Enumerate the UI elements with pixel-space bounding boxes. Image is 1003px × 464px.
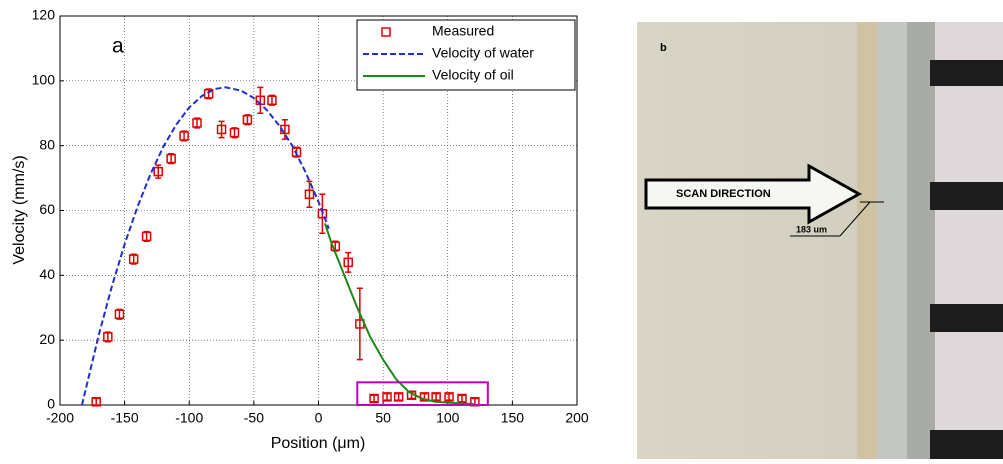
- error-bar: [194, 117, 201, 129]
- error-bar: [446, 392, 453, 401]
- y-tick-label: 100: [32, 72, 56, 88]
- highlight-box: [356, 381, 489, 406]
- legend-label: Measured: [432, 23, 494, 39]
- error-bar: [244, 114, 251, 126]
- error-bar: [306, 180, 313, 209]
- scan-arrow: [644, 163, 863, 225]
- plot-frame: [59, 15, 578, 406]
- marker: [304, 189, 315, 200]
- marker: [229, 127, 240, 138]
- scale-strip: [935, 22, 1003, 459]
- y-tick-label: 60: [39, 201, 55, 217]
- error-bar: [395, 392, 402, 401]
- curve: [324, 223, 474, 406]
- channel-edge: [907, 22, 935, 459]
- measurement-label: 183 um: [796, 224, 827, 234]
- x-tick-label: -50: [244, 410, 264, 426]
- x-tick-label: 100: [436, 410, 460, 426]
- marker: [382, 392, 392, 402]
- marker: [128, 254, 139, 264]
- error-bar: [268, 94, 275, 106]
- error-bar: [93, 397, 100, 406]
- channel-wall: [877, 22, 907, 459]
- error-bar: [371, 394, 378, 403]
- photo: b SCAN DIRECTION 183 um: [637, 22, 1003, 459]
- measure-leader: [839, 201, 871, 237]
- marker: [192, 118, 202, 128]
- error-bar: [345, 251, 352, 273]
- marker: [91, 397, 101, 407]
- legend-label: Velocity of water: [432, 45, 534, 61]
- error-bar: [181, 130, 188, 142]
- marker: [267, 95, 277, 106]
- panel-label: a: [112, 35, 124, 58]
- error-bar: [231, 127, 238, 139]
- y-tick-label: 40: [39, 266, 55, 282]
- x-tick-label: 150: [501, 410, 525, 426]
- marker: [166, 153, 176, 164]
- error-bar: [218, 120, 225, 139]
- oil-layer: [857, 22, 877, 459]
- marker: [343, 257, 353, 268]
- error-bar: [384, 392, 391, 401]
- error-bar: [458, 394, 465, 403]
- error-bar: [257, 86, 264, 114]
- error-bar: [143, 230, 150, 243]
- y-tick-label: 0: [47, 396, 55, 412]
- legend-marker: [381, 27, 391, 37]
- arrow-text: SCAN DIRECTION: [676, 188, 771, 200]
- x-tick-label: -200: [46, 410, 74, 426]
- marker: [444, 392, 454, 402]
- scale-marks: [930, 60, 1003, 459]
- marker: [242, 114, 253, 125]
- marker: [153, 166, 163, 177]
- marker: [369, 393, 379, 404]
- y-axis-label: Velocity (mm/s): [11, 155, 28, 264]
- marker: [393, 392, 404, 402]
- x-tick-label: -100: [175, 410, 203, 426]
- marker: [203, 89, 214, 99]
- y-tick-label: 120: [32, 7, 56, 23]
- error-bar: [433, 392, 440, 401]
- error-bar: [104, 331, 111, 343]
- panel-label: b: [660, 42, 667, 54]
- x-tick-label: 50: [375, 410, 391, 426]
- y-tick-label: 20: [39, 331, 55, 347]
- error-bar: [130, 253, 137, 265]
- marker: [103, 332, 113, 342]
- error-bar: [356, 287, 363, 361]
- x-tick-label: -150: [111, 410, 139, 426]
- error-bar: [205, 88, 212, 100]
- error-bar: [116, 308, 123, 320]
- x-tick-label: 0: [315, 410, 323, 426]
- y-tick-label: 80: [39, 136, 55, 152]
- marker: [179, 131, 189, 141]
- curve: [81, 86, 330, 406]
- chart: a Position (μm) Velocity (mm/s) -200 -150…: [11, 7, 589, 453]
- legend-label: Velocity of oil: [432, 67, 514, 83]
- marker: [141, 231, 152, 242]
- error-bar: [168, 153, 175, 165]
- x-tick-label: 200: [565, 410, 589, 426]
- marker: [114, 309, 125, 319]
- x-axis-label: Position (μm): [271, 435, 366, 452]
- marker: [216, 124, 227, 135]
